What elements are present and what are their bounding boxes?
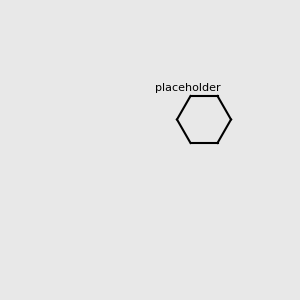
Text: placeholder: placeholder: [155, 82, 221, 93]
